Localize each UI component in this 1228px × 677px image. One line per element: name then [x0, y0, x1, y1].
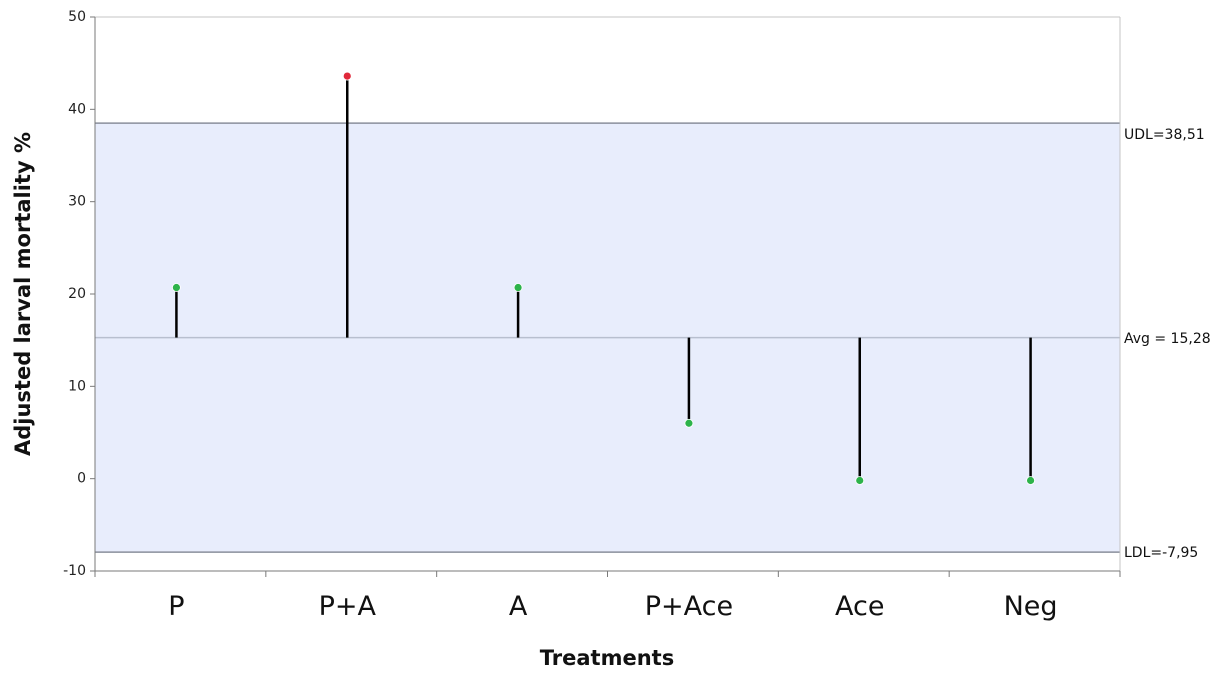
x-tick-label: A [509, 591, 528, 622]
data-point [1026, 476, 1035, 485]
y-tick-label: -10 [63, 563, 86, 579]
center-line-label: Avg = 15,28 [1124, 331, 1211, 347]
data-point [172, 283, 181, 292]
y-tick-label: 50 [68, 9, 86, 25]
x-axis: P P+A A P+Ace Ace Neg [94, 571, 1121, 622]
data-point [684, 418, 694, 428]
x-tick-label: Neg [1004, 591, 1058, 622]
data-point [513, 283, 523, 292]
x-tick-label: P+A [319, 591, 377, 622]
y-tick-label: 20 [68, 286, 86, 302]
upper-limit-label: UDL=38,51 [1124, 127, 1205, 143]
limit-labels: UDL=38,51 Avg = 15,28 LDL=-7,95 [1124, 127, 1211, 561]
x-tick-label: P [168, 591, 184, 622]
y-tick-label: 0 [77, 471, 86, 487]
y-tick-label: 10 [68, 378, 86, 394]
y-axis: -10 0 10 20 30 40 50 [63, 9, 95, 579]
y-tick-label: 30 [68, 194, 86, 210]
x-tick-label: Ace [835, 591, 884, 622]
data-point [342, 71, 352, 81]
lower-limit-label: LDL=-7,95 [1124, 545, 1198, 561]
needles-layer [175, 76, 1032, 481]
y-tick-label: 40 [68, 101, 86, 117]
data-point [855, 476, 865, 485]
points-layer [172, 71, 1035, 485]
x-axis-title: Treatments [540, 646, 674, 670]
reference-lines-layer [95, 122, 1120, 553]
x-tick-label: P+Ace [645, 591, 733, 622]
y-axis-title: Adjusted larval mortality % [11, 132, 35, 456]
